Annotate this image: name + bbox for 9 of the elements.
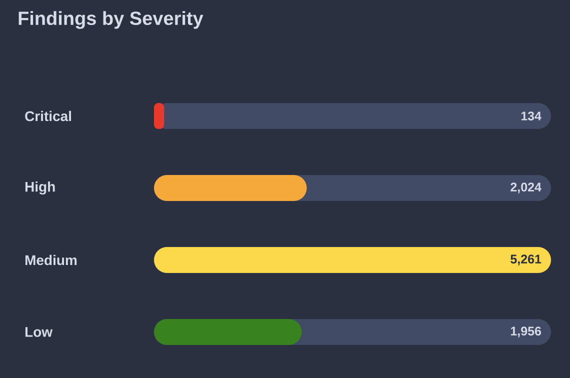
data-label: 1,956 [510, 326, 542, 338]
data-label: 5,261 [510, 254, 542, 266]
chart-title: Findings by Severity [18, 11, 204, 29]
y-tick-label: Medium [25, 254, 77, 266]
data-label: 134 [521, 112, 542, 120]
y-tick-label: High [25, 181, 55, 195]
y-tick-label: Low [25, 327, 53, 337]
data-label: 2,024 [510, 182, 542, 194]
y-tick-label: Critical [25, 110, 72, 122]
